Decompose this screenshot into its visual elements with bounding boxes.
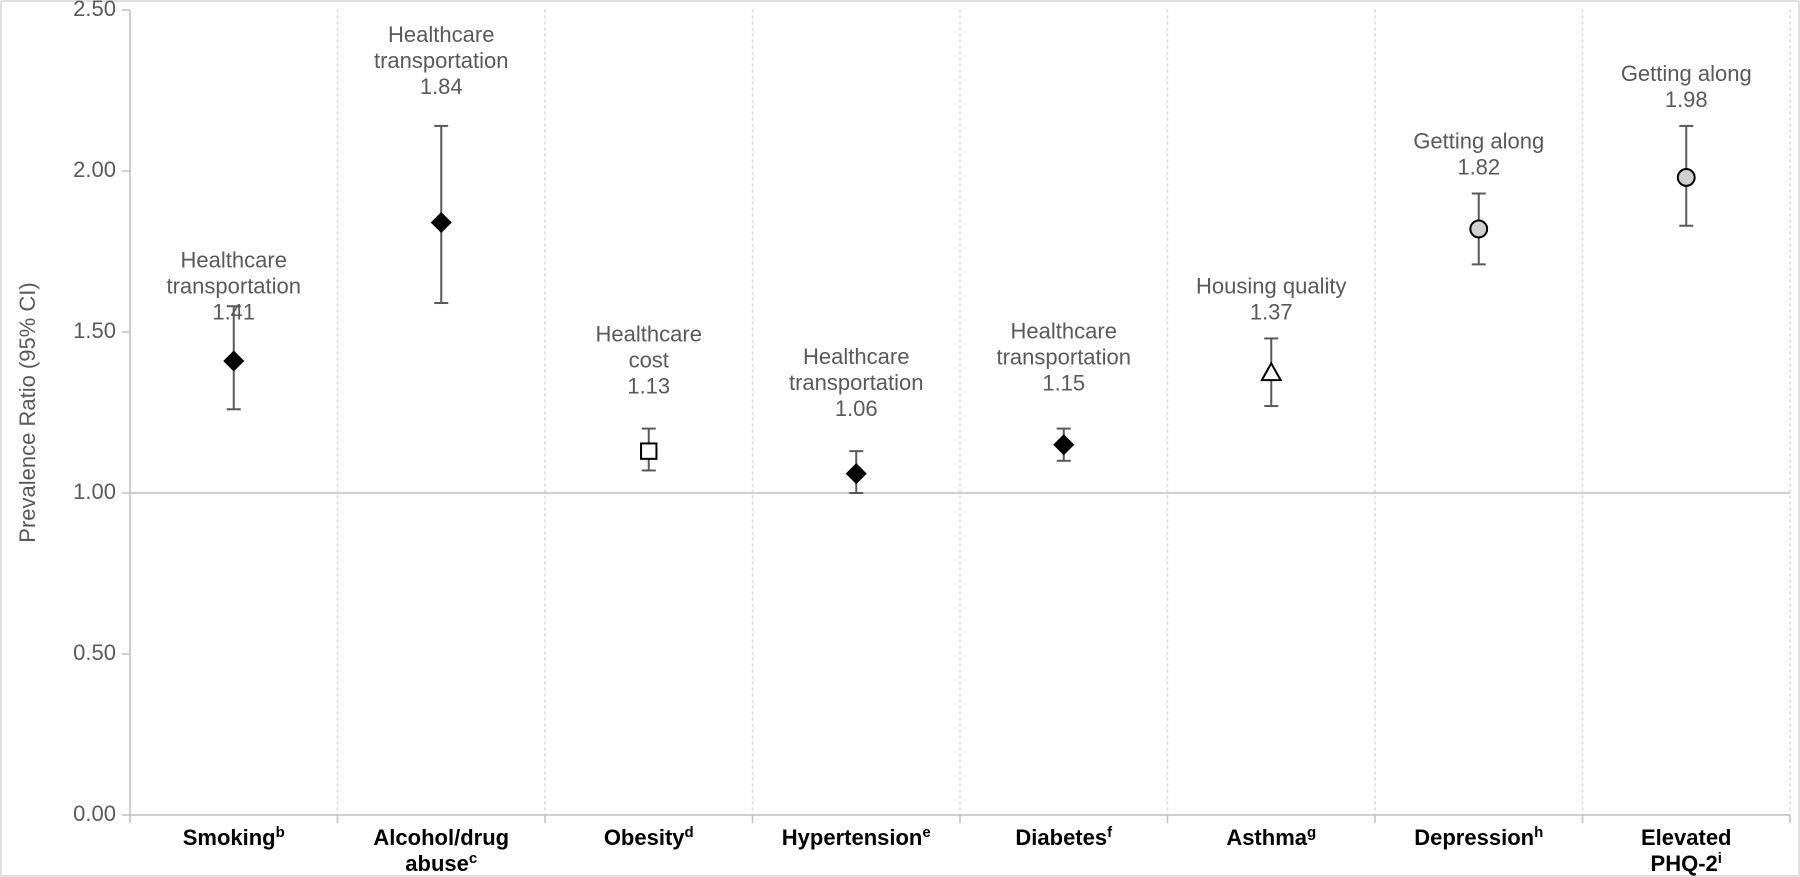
prevalence-ratio-chart: 0.00 0.50 1.00 1.50 2.00 2.50 Prevalence Ratio…	[0, 0, 1800, 877]
point-value-label: 1.98	[1665, 87, 1708, 112]
point-value-label: 1.84	[420, 74, 463, 99]
xtick-label: PHQ-2i	[1651, 850, 1722, 876]
data-marker	[225, 352, 243, 370]
point-annotation: transportation	[374, 48, 509, 73]
point-value-label: 1.37	[1250, 299, 1293, 324]
point-annotation: Getting along	[1413, 128, 1544, 153]
data-marker	[1055, 436, 1073, 454]
xtick-label: Smokingb	[183, 824, 285, 850]
ytick-label: 1.00	[73, 479, 116, 504]
chart-svg: 0.00 0.50 1.00 1.50 2.00 2.50 Prevalence Ratio…	[0, 0, 1800, 877]
point-value-label: 1.82	[1457, 154, 1500, 179]
point-value-label: 1.41	[212, 300, 255, 325]
data-marker	[1262, 363, 1281, 380]
point-annotation: Healthcare	[181, 248, 287, 273]
point-annotation: cost	[629, 348, 669, 373]
xtick-label: Obesityd	[604, 824, 694, 850]
point-value-label: 1.13	[627, 374, 670, 399]
data-marker	[847, 465, 865, 483]
point-annotation: Getting along	[1621, 61, 1752, 86]
point-annotation: Healthcare	[388, 22, 494, 47]
point-annotation: Housing quality	[1196, 273, 1346, 298]
ytick-label: 2.00	[73, 157, 116, 182]
data-marker	[1678, 169, 1695, 186]
ytick-label: 0.50	[73, 640, 116, 665]
point-annotation: transportation	[996, 344, 1131, 369]
ytick-label: 2.50	[73, 0, 116, 21]
ytick-label: 1.50	[73, 318, 116, 343]
xtick-label: Depressionh	[1414, 824, 1543, 850]
point-value-label: 1.06	[835, 396, 878, 421]
point-value-label: 1.15	[1042, 370, 1085, 395]
xtick-label: Hypertensione	[782, 824, 931, 850]
xtick-label: Elevated	[1641, 825, 1732, 850]
point-annotation: Healthcare	[1011, 318, 1117, 343]
data-marker	[1470, 221, 1487, 238]
point-annotation: transportation	[166, 274, 301, 299]
ytick-label: 0.00	[73, 801, 116, 826]
point-annotation: Healthcare	[803, 344, 909, 369]
point-annotation: transportation	[789, 370, 924, 395]
y-axis-title: Prevalence Ratio (95% CI)	[15, 282, 40, 542]
data-marker	[641, 443, 656, 458]
data-marker	[432, 213, 450, 231]
xtick-label: Asthmag	[1226, 824, 1316, 850]
xtick-label: abusec	[405, 850, 477, 876]
point-annotation: Healthcare	[596, 322, 702, 347]
xtick-label: Diabetesf	[1015, 824, 1113, 850]
xtick-label: Alcohol/drug	[373, 825, 509, 850]
